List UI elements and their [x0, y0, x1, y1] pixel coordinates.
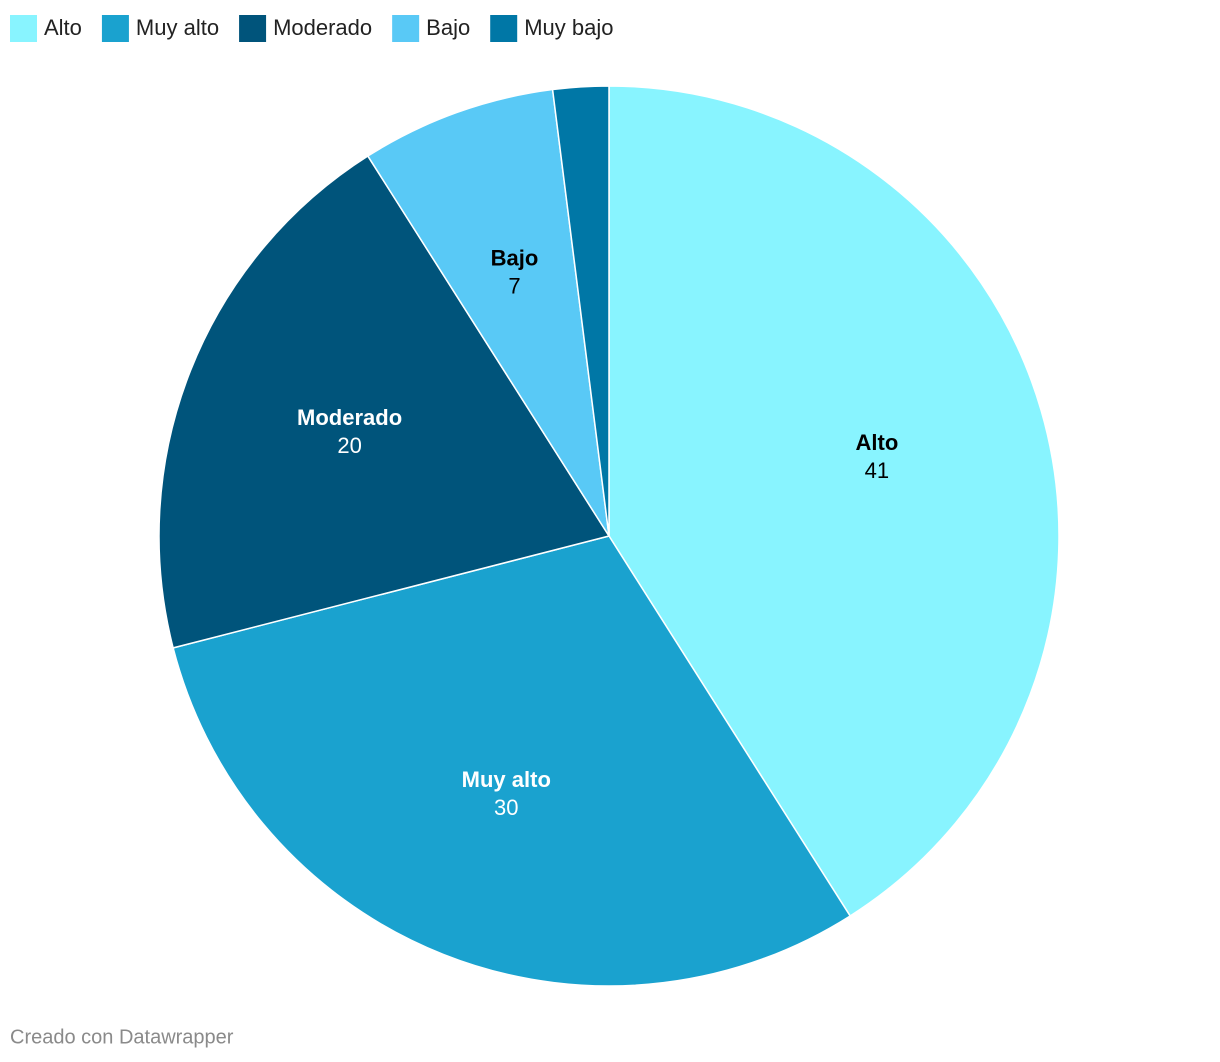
slice-name: Muy alto: [462, 767, 551, 792]
legend-label: Muy alto: [136, 15, 219, 40]
slice-value: 41: [865, 458, 889, 483]
slice-value: 30: [494, 795, 518, 820]
pie-slice: [172, 535, 852, 987]
footer: Creado con Datawrapper: [10, 1026, 234, 1048]
slice-name: Alto: [856, 430, 899, 455]
legend-label: Muy bajo: [524, 15, 613, 40]
legend-label: Alto: [44, 15, 82, 40]
legend: Alto Muy alto Moderado Bajo Muy bajo: [10, 15, 613, 42]
slice-name: Moderado: [297, 405, 402, 430]
legend-swatch: [490, 15, 518, 42]
legend-label: Moderado: [273, 15, 372, 40]
slice-name: Bajo: [491, 245, 539, 270]
legend-swatch: [392, 15, 420, 42]
legend-swatch: [101, 15, 129, 42]
slice-value: 7: [508, 273, 520, 298]
pie-slice: [608, 85, 1060, 917]
pie-slice: [158, 155, 611, 649]
pie: [158, 85, 1060, 987]
pie-slice: [551, 85, 610, 537]
legend-swatch: [10, 15, 37, 42]
pie-slice: [366, 88, 610, 537]
slice-value: 20: [337, 433, 361, 458]
legend-swatch: [239, 15, 267, 42]
legend-label: Bajo: [426, 15, 470, 40]
labels: Alto 41 Muy alto 30 Moderado 20 Bajo 7: [297, 245, 898, 820]
